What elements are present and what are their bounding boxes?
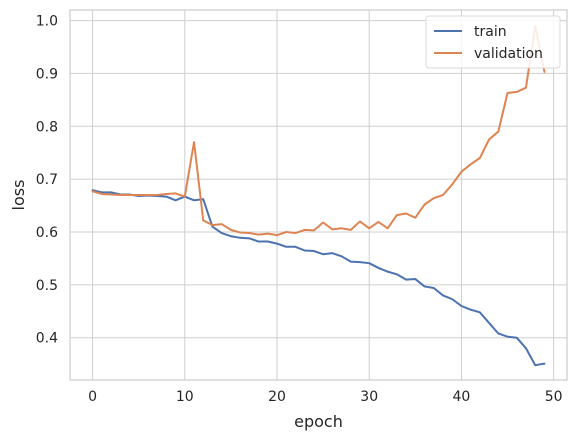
y-tick-labels: 0.4 0.5 0.6 0.7 0.8 0.9 1.0 bbox=[36, 14, 58, 347]
y-tick-label: 1.0 bbox=[36, 14, 58, 30]
y-tick-label: 0.4 bbox=[36, 331, 58, 347]
x-tick-labels: 0 10 20 30 40 50 bbox=[88, 389, 562, 405]
legend-label-validation: validation bbox=[474, 46, 543, 62]
x-tick-label: 50 bbox=[545, 389, 563, 405]
y-tick-label: 0.9 bbox=[36, 66, 58, 82]
series-line-validation bbox=[91, 24, 546, 237]
x-tick-label: 30 bbox=[360, 389, 378, 405]
legend-box bbox=[425, 15, 561, 69]
legend-label-train: train bbox=[474, 24, 507, 40]
x-tick-label: 40 bbox=[453, 389, 471, 405]
y-tick-label: 0.8 bbox=[36, 119, 58, 135]
series-layer bbox=[91, 24, 546, 367]
x-axis-label: epoch bbox=[294, 412, 343, 431]
plot-frame bbox=[69, 9, 568, 381]
x-tick-label: 10 bbox=[176, 389, 194, 405]
y-axis-label: loss bbox=[9, 180, 28, 211]
y-tick-label: 0.7 bbox=[36, 172, 58, 188]
x-tick-label: 20 bbox=[268, 389, 286, 405]
series-line-train bbox=[91, 189, 546, 367]
y-tick-label: 0.5 bbox=[36, 278, 58, 294]
legend: train validation bbox=[425, 15, 561, 69]
x-tick-label: 0 bbox=[88, 389, 97, 405]
y-tick-label: 0.6 bbox=[36, 225, 58, 241]
